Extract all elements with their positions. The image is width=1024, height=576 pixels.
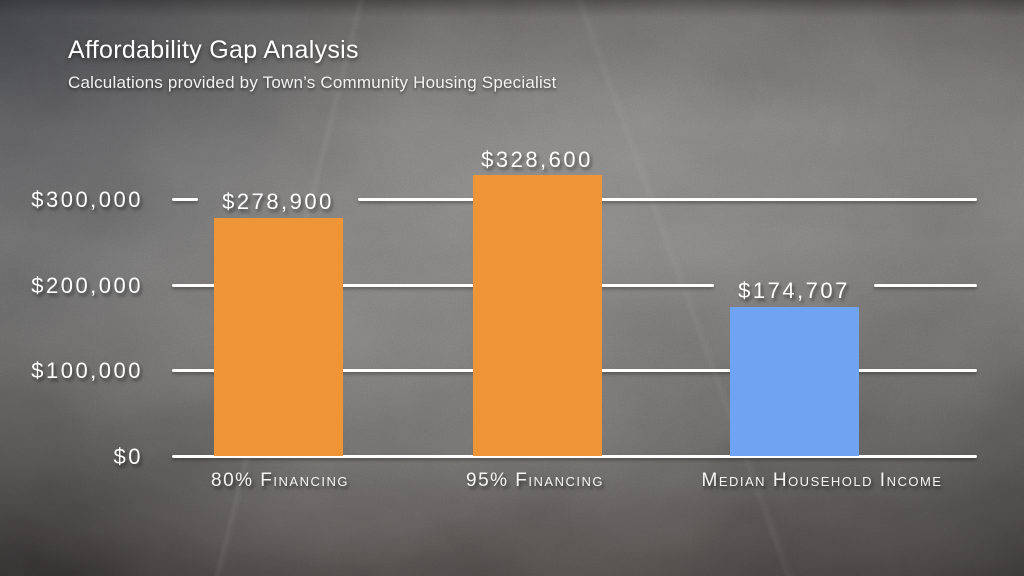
bar-80-financing xyxy=(213,217,343,456)
bar-value-label: $328,600 xyxy=(481,146,593,172)
bar-median-household-income xyxy=(729,306,859,456)
bar-95-financing xyxy=(472,175,602,456)
gridline xyxy=(358,198,977,201)
x-axis-category-label: 95% Financing xyxy=(466,470,604,491)
y-axis-tick-label: $100,000 xyxy=(31,358,143,383)
y-axis-tick-label: $300,000 xyxy=(31,187,143,212)
bar-value-label: $174,707 xyxy=(738,278,850,304)
y-axis-tick-label: $200,000 xyxy=(31,272,143,298)
y-axis-tick-label: $0 xyxy=(113,443,143,469)
x-axis-category-label: Median Household Income xyxy=(701,470,943,491)
bar-value-label: $278,900 xyxy=(222,189,334,215)
